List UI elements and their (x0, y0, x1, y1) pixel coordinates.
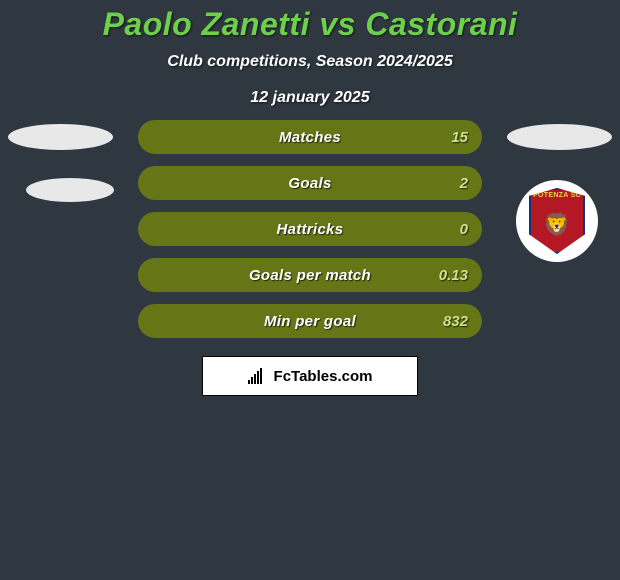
player1-avatar-placeholder (8, 124, 113, 150)
stat-label: Min per goal (264, 313, 356, 330)
player2-avatar-placeholder (507, 124, 612, 150)
brand-box[interactable]: FcTables.com (202, 356, 418, 396)
stat-label: Goals per match (249, 267, 371, 284)
club-name-text: POTENZA SC (531, 192, 583, 199)
stats-table: Matches 15 Goals 2 Hattricks 0 Goals per… (138, 120, 482, 396)
brand-text: FcTables.com (274, 368, 373, 385)
table-row: Goals 2 (138, 166, 482, 200)
chart-icon (248, 368, 268, 384)
club-lion-icon: 🦁 (543, 212, 570, 238)
player2-club-badge: POTENZA SC 🦁 (516, 180, 598, 262)
stat-right-value: 15 (451, 120, 468, 154)
stat-label: Hattricks (277, 221, 344, 238)
table-row: Goals per match 0.13 (138, 258, 482, 292)
table-row: Matches 15 (138, 120, 482, 154)
stat-right-value: 0.13 (439, 258, 468, 292)
table-row: Hattricks 0 (138, 212, 482, 246)
player1-club-placeholder (26, 178, 114, 202)
stat-label: Matches (279, 129, 341, 146)
stat-right-value: 0 (460, 212, 468, 246)
stat-right-value: 832 (443, 304, 468, 338)
snapshot-date: 12 january 2025 (0, 89, 620, 107)
comparison-title: Paolo Zanetti vs Castorani (0, 0, 620, 43)
table-row: Min per goal 832 (138, 304, 482, 338)
comparison-subtitle: Club competitions, Season 2024/2025 (0, 53, 620, 71)
stat-label: Goals (288, 175, 331, 192)
club-shield: POTENZA SC 🦁 (529, 188, 585, 254)
stat-right-value: 2 (460, 166, 468, 200)
